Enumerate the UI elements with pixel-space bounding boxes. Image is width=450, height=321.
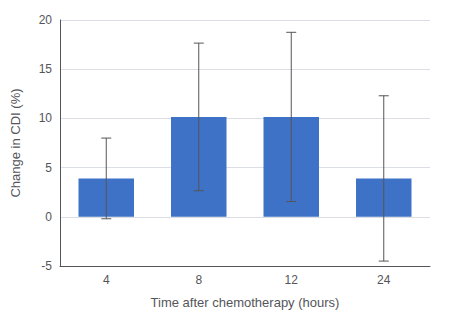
- svg-text:4: 4: [103, 273, 110, 287]
- svg-text:5: 5: [45, 161, 52, 175]
- svg-text:20: 20: [39, 13, 53, 27]
- svg-text:-5: -5: [41, 259, 52, 273]
- svg-text:Change in CDI (%): Change in CDI (%): [8, 88, 23, 197]
- svg-text:12: 12: [285, 273, 299, 287]
- svg-text:24: 24: [377, 273, 391, 287]
- svg-text:Time after chemotherapy (hours: Time after chemotherapy (hours): [151, 295, 340, 310]
- svg-text:0: 0: [45, 210, 52, 224]
- svg-text:10: 10: [39, 111, 53, 125]
- svg-text:8: 8: [195, 273, 202, 287]
- svg-text:15: 15: [39, 62, 53, 76]
